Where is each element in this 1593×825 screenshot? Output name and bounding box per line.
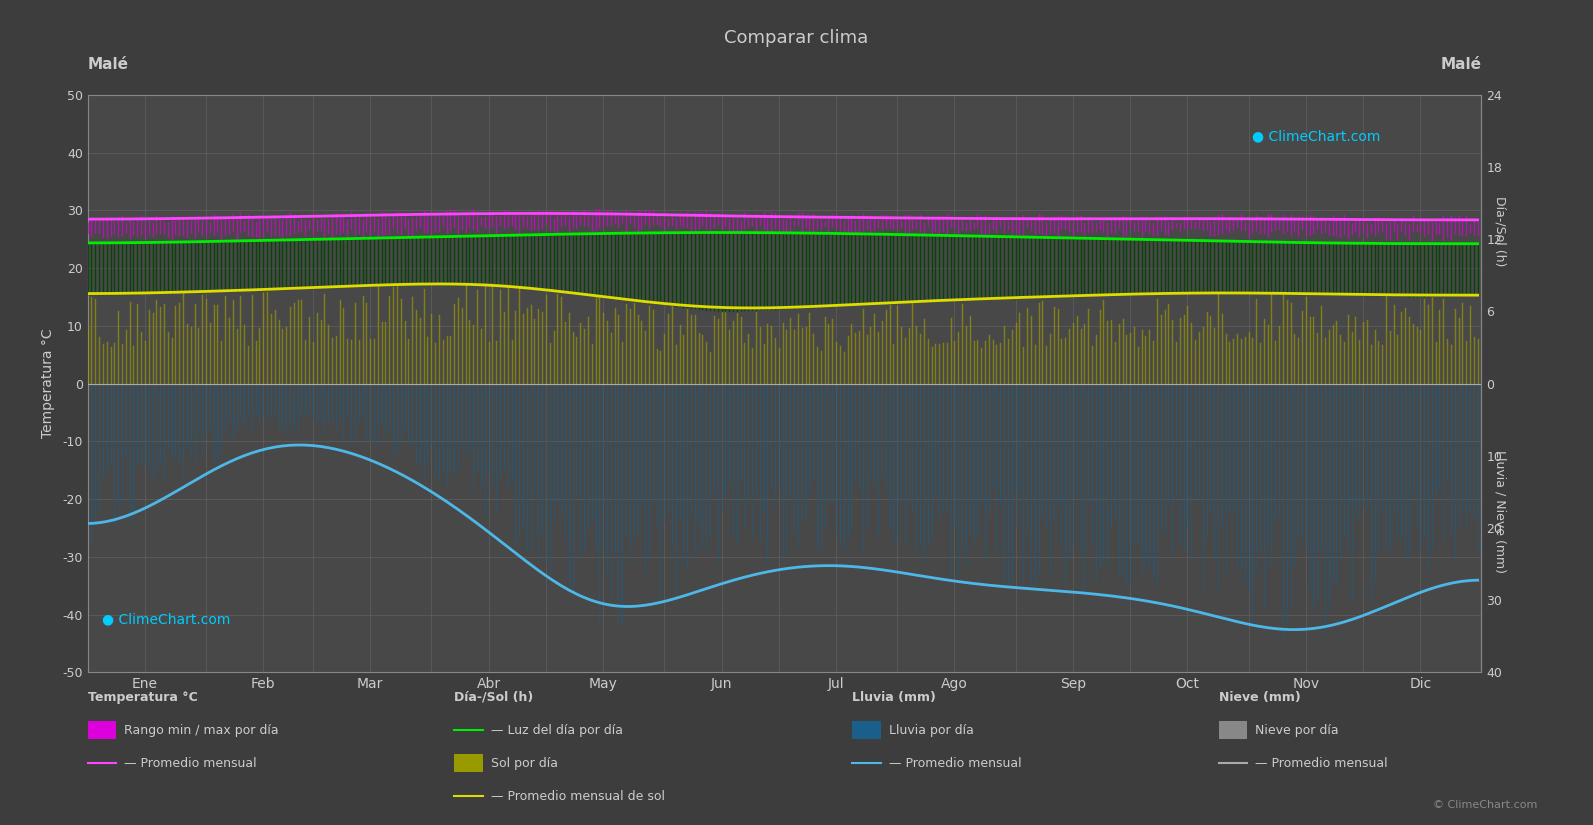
Y-axis label: Temperatura °C: Temperatura °C bbox=[41, 329, 56, 438]
Text: Día-/Sol (h): Día-/Sol (h) bbox=[454, 691, 534, 704]
Text: — Luz del día por día: — Luz del día por día bbox=[491, 724, 623, 737]
Text: Comparar clima: Comparar clima bbox=[725, 29, 868, 47]
Text: Malé: Malé bbox=[1440, 57, 1481, 72]
Text: Lluvia (mm): Lluvia (mm) bbox=[852, 691, 937, 704]
Text: Día-/Sol (h): Día-/Sol (h) bbox=[1493, 196, 1507, 266]
Text: Nieve (mm): Nieve (mm) bbox=[1219, 691, 1300, 704]
Text: — Promedio mensual: — Promedio mensual bbox=[124, 757, 256, 770]
Text: ● ClimeChart.com: ● ClimeChart.com bbox=[102, 612, 229, 626]
Text: — Promedio mensual: — Promedio mensual bbox=[889, 757, 1021, 770]
Text: ● ClimeChart.com: ● ClimeChart.com bbox=[1252, 130, 1380, 144]
Text: Rango min / max por día: Rango min / max por día bbox=[124, 724, 279, 737]
Text: Lluvia por día: Lluvia por día bbox=[889, 724, 973, 737]
Text: Malé: Malé bbox=[88, 57, 129, 72]
Text: Nieve por día: Nieve por día bbox=[1255, 724, 1338, 737]
Text: Lluvia / Nieve (mm): Lluvia / Nieve (mm) bbox=[1493, 450, 1507, 573]
Text: — Promedio mensual de sol: — Promedio mensual de sol bbox=[491, 790, 664, 803]
Text: Sol por día: Sol por día bbox=[491, 757, 558, 770]
Text: © ClimeChart.com: © ClimeChart.com bbox=[1432, 800, 1537, 810]
Text: Temperatura °C: Temperatura °C bbox=[88, 691, 198, 704]
Text: — Promedio mensual: — Promedio mensual bbox=[1255, 757, 1388, 770]
